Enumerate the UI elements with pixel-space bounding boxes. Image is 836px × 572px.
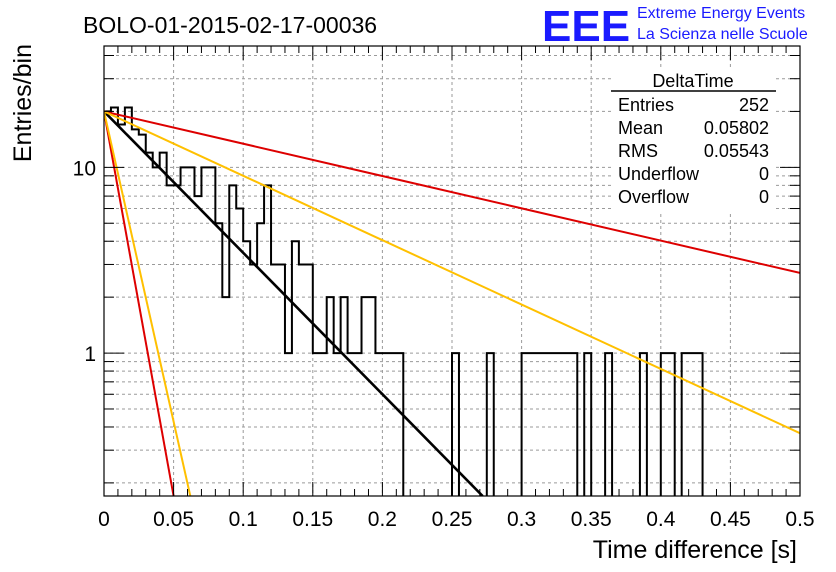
stats-value: 0 xyxy=(759,164,769,184)
x-tick-label: 0.35 xyxy=(571,508,612,531)
stats-value: 252 xyxy=(739,95,769,115)
stats-value: 0 xyxy=(759,187,769,207)
x-tick-label: 0.4 xyxy=(646,508,676,531)
stats-box-title: DeltaTime xyxy=(652,71,733,91)
y-tick-label: 10 xyxy=(73,157,96,180)
x-tick-label: 0.1 xyxy=(229,508,258,531)
stats-label: RMS xyxy=(618,141,658,161)
y-axis-title: Entries/bin xyxy=(9,44,37,162)
stats-row-mean: Mean 0.05802 xyxy=(618,118,769,138)
eee-logo-line1: Extreme Energy Events xyxy=(637,5,805,22)
stats-row-underflow: Underflow 0 xyxy=(618,164,769,184)
eee-logo-acronym: EEE xyxy=(542,2,630,51)
stats-value: 0.05543 xyxy=(704,141,769,161)
stats-row-rms: RMS 0.05543 xyxy=(618,141,769,161)
fit-curves xyxy=(104,110,800,496)
fit-curve-4 xyxy=(104,110,800,435)
x-tick-labels: 0 0.05 0.1 0.15 0.2 0.25 0.3 0.35 0.4 0.45 0.5 xyxy=(98,508,814,531)
fit-curve-2 xyxy=(104,110,800,274)
stats-row-overflow: Overflow 0 xyxy=(618,187,769,207)
x-tick-label: 0.25 xyxy=(432,508,473,531)
x-axis-title: Time difference [s] xyxy=(593,536,797,564)
statistics-box: DeltaTime Entries 252 Mean 0.05802 RMS 0… xyxy=(611,70,776,212)
x-tick-label: 0 xyxy=(98,508,110,531)
histogram-step-line xyxy=(104,106,704,496)
fit-curve-1 xyxy=(104,111,175,496)
axis-ticks xyxy=(103,46,801,496)
fit-curve-0 xyxy=(104,110,484,496)
stats-label: Entries xyxy=(618,95,674,115)
stats-label: Underflow xyxy=(618,164,700,184)
eee-logo-line2: La Scienza nelle Scuole xyxy=(637,26,808,43)
y-tick-label: 1 xyxy=(84,343,96,366)
stats-row-entries: Entries 252 xyxy=(618,95,769,115)
x-tick-label: 0.2 xyxy=(368,508,397,531)
fit-curve-3 xyxy=(104,111,192,496)
x-tick-label: 0.45 xyxy=(710,508,751,531)
x-tick-label: 0.3 xyxy=(507,508,536,531)
x-tick-label: 0.05 xyxy=(153,508,194,531)
eee-logo: EEE Extreme Energy Events La Scienza nel… xyxy=(542,2,808,51)
stats-value: 0.05802 xyxy=(704,118,769,138)
x-tick-label: 0.15 xyxy=(292,508,333,531)
chart-title: BOLO-01-2015-02-17-00036 xyxy=(83,12,377,38)
x-tick-label: 0.5 xyxy=(785,508,814,531)
stats-label: Mean xyxy=(618,118,663,138)
stats-label: Overflow xyxy=(618,187,690,207)
y-tick-labels: 1 10 xyxy=(73,157,96,366)
